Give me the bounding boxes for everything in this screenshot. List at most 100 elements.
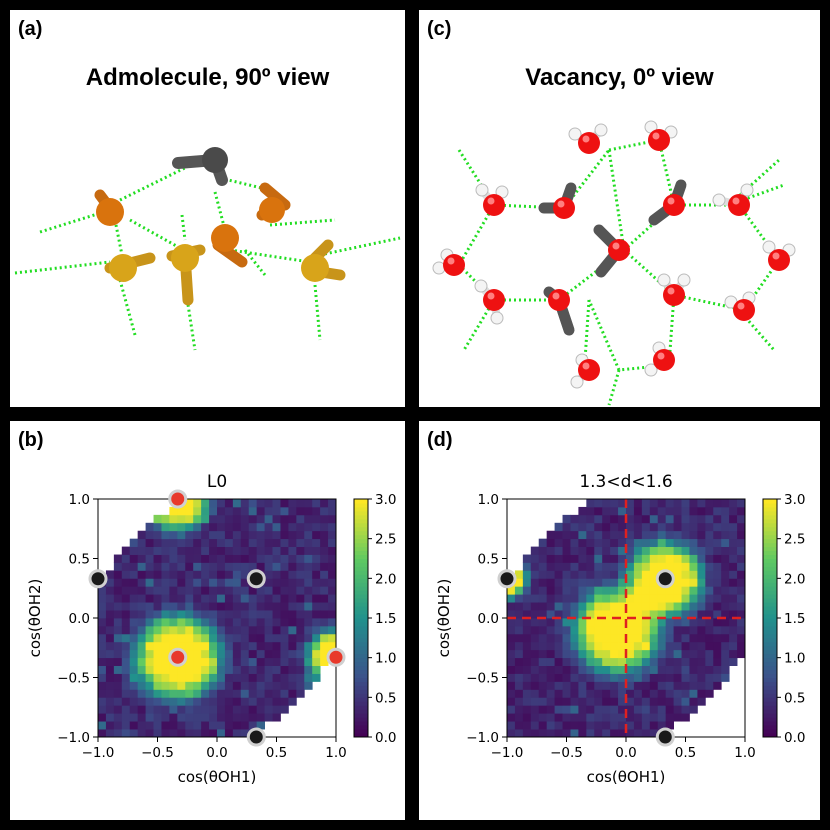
heatmap-cell	[177, 570, 186, 579]
heatmap-cell	[538, 681, 548, 690]
heatmap-cell	[594, 689, 603, 698]
heatmap-cell	[264, 649, 273, 659]
chart-title: L0	[207, 472, 227, 492]
heatmap-cell	[578, 546, 587, 555]
heatmap-cell	[240, 689, 250, 698]
heatmap-cells	[98, 499, 337, 738]
heatmap-cell	[177, 506, 186, 516]
heatmap-cell	[256, 546, 265, 555]
heatmap-cell	[280, 499, 289, 508]
heatmap-cell	[657, 633, 667, 643]
heatmap-cell	[153, 721, 162, 730]
heatmap-cell	[240, 665, 250, 674]
heatmap-cell	[153, 618, 162, 627]
heatmap-cell	[649, 625, 659, 635]
heatmap-cell	[240, 586, 250, 595]
heatmap-cell	[649, 705, 659, 714]
heatmap-cell	[618, 578, 627, 587]
heatmap-cell	[562, 697, 571, 706]
heatmap-cell	[129, 578, 139, 587]
heatmap-cell	[530, 721, 540, 730]
heatmap-cell	[296, 530, 305, 540]
panel-d-label: (d)	[427, 429, 453, 451]
heatmap-cell	[161, 729, 170, 738]
x-tick-label: −1.0	[82, 745, 115, 761]
panel-b: (b) L0 −1.0 −1.0 −0.5 −0.5 0.0 0.0 0.5 0.5 1.0 1.0…	[10, 421, 405, 820]
heatmap-cell	[328, 610, 337, 619]
heatmap-cell	[217, 594, 226, 603]
x-tick-label: −0.5	[141, 745, 174, 761]
heatmap-cell	[618, 689, 627, 698]
heatmap-cell	[169, 665, 178, 674]
heatmap-cell	[729, 657, 738, 666]
heatmap-cell	[256, 506, 265, 516]
heatmap-cell	[264, 602, 273, 611]
heatmap-cell	[618, 641, 627, 651]
heatmap-cell	[248, 705, 258, 714]
heatmap-cell	[320, 546, 329, 555]
heatmap-cell	[240, 618, 250, 627]
heatmap-cell	[185, 602, 194, 611]
heatmap-cell	[169, 538, 178, 547]
heatmap-cell	[673, 506, 682, 516]
heatmap-cell	[649, 530, 659, 540]
heatmap-cell	[570, 713, 579, 722]
heatmap-cell	[209, 514, 218, 524]
heatmap-cell	[657, 586, 667, 595]
heatmap-cell	[312, 649, 321, 659]
heatmap-cell	[626, 665, 635, 674]
heatmap-cell	[657, 499, 667, 508]
heatmap-cell	[193, 729, 202, 738]
heatmap-cell	[522, 665, 532, 674]
heatmap-cell	[256, 586, 265, 595]
heatmap-cell	[224, 554, 234, 563]
heatmap-cell	[256, 721, 265, 730]
heatmap-cell	[98, 697, 107, 706]
heatmap-cell	[689, 673, 698, 682]
heatmap-cell	[121, 713, 131, 722]
heatmap-cell	[546, 729, 555, 738]
heatmap-cell	[554, 554, 563, 563]
heatmap-cell	[602, 633, 611, 643]
heatmap-cell	[602, 602, 611, 611]
heatmap-cell	[129, 633, 139, 643]
heatmap-cell	[602, 538, 611, 547]
heatmap-cell	[507, 665, 516, 674]
heatmap-cell	[586, 689, 595, 698]
heatmap-cell	[641, 546, 651, 555]
heatmap-cell	[697, 586, 706, 595]
heatmap-cell	[177, 610, 186, 619]
heatmap-cell	[232, 713, 242, 722]
heatmap-cell	[153, 554, 162, 563]
heatmap-cell	[713, 499, 722, 508]
heatmap-cell	[217, 522, 226, 532]
heatmap-cell	[137, 530, 146, 540]
heatmap-cell	[649, 681, 659, 690]
heatmap-cell	[657, 705, 667, 714]
heatmap-cell	[507, 729, 516, 738]
heatmap-cell	[201, 713, 210, 722]
heatmap-cell	[530, 697, 540, 706]
heatmap-cell	[610, 618, 619, 627]
heatmap-cell	[705, 673, 714, 682]
heatmap-cell	[248, 514, 258, 524]
heatmap-cell	[185, 514, 194, 524]
heatmap-cell	[161, 625, 170, 635]
heatmap-cell	[288, 522, 297, 532]
heatmap-cell	[121, 689, 131, 698]
heatmap-cell	[522, 570, 532, 579]
heatmap-cell	[594, 610, 603, 619]
heatmap-cell	[689, 697, 698, 706]
heatmap-cell	[681, 594, 690, 603]
heatmap-cell	[554, 689, 563, 698]
heatmap-cell	[633, 594, 643, 603]
water-molecule	[475, 183, 509, 216]
heatmap-cell	[248, 506, 258, 516]
heatmap-cell	[161, 514, 170, 524]
heatmap-cell	[312, 506, 321, 516]
heatmap-cell	[232, 538, 242, 547]
heatmap-cell	[185, 625, 194, 635]
heatmap-cell	[594, 697, 603, 706]
heatmap-cell	[137, 602, 146, 611]
heatmap-cell	[681, 610, 690, 619]
